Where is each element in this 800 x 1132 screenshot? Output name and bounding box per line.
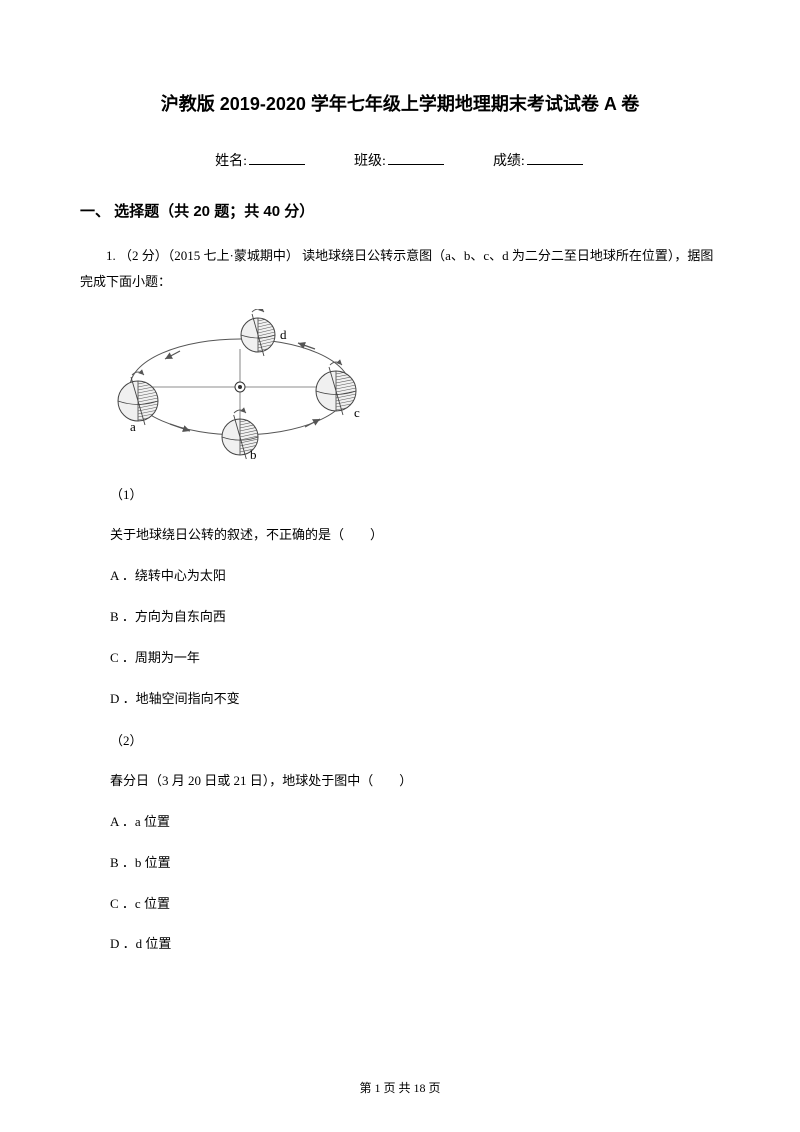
q1-intro: 1. （2 分）（2015 七上·蒙城期中） 读地球绕日公转示意图（a、b、c、… [80,243,720,295]
svg-text:c: c [354,405,360,420]
class-label: 班级: [354,154,386,169]
q1-sub1-stem: 关于地球绕日公转的叙述，不正确的是（ ） [110,523,720,546]
q1-sub2-option-d: D ．d 位置 [110,934,720,955]
score-label: 成绩: [493,154,525,169]
exam-title: 沪教版 2019-2020 学年七年级上学期地理期末考试试卷 A 卷 [80,90,720,116]
svg-text:a: a [130,419,136,434]
q1-sub2-option-c: C ．c 位置 [110,894,720,915]
name-label: 姓名: [215,154,247,169]
q1-sub2-num: （2） [110,730,720,749]
revolution-diagram: a b c d [110,309,720,464]
score-blank [527,151,583,165]
student-info-row: 姓名: 班级: 成绩: [80,150,720,170]
q1-sub2-stem: 春分日（3 月 20 日或 21 日），地球处于图中（ ） [110,769,720,792]
q1-sub2-option-b: B ．b 位置 [110,853,720,874]
q1-sub1-option-d: D ．地轴空间指向不变 [110,689,720,710]
svg-text:d: d [280,327,287,342]
svg-text:b: b [250,447,257,462]
q1-sub1-option-c: C ．周期为一年 [110,648,720,669]
q1-sub1-option-a: A ．绕转中心为太阳 [110,566,720,587]
page-footer: 第 1 页 共 18 页 [0,1079,800,1096]
q1-sub1-option-b: B ．方向为自东向西 [110,607,720,628]
q1-sub1-num: （1） [110,484,720,503]
name-blank [249,151,305,165]
section-header: 一、 选择题（共 20 题；共 40 分） [80,200,720,221]
q1-sub2-option-a: A ．a 位置 [110,812,720,833]
class-blank [388,151,444,165]
